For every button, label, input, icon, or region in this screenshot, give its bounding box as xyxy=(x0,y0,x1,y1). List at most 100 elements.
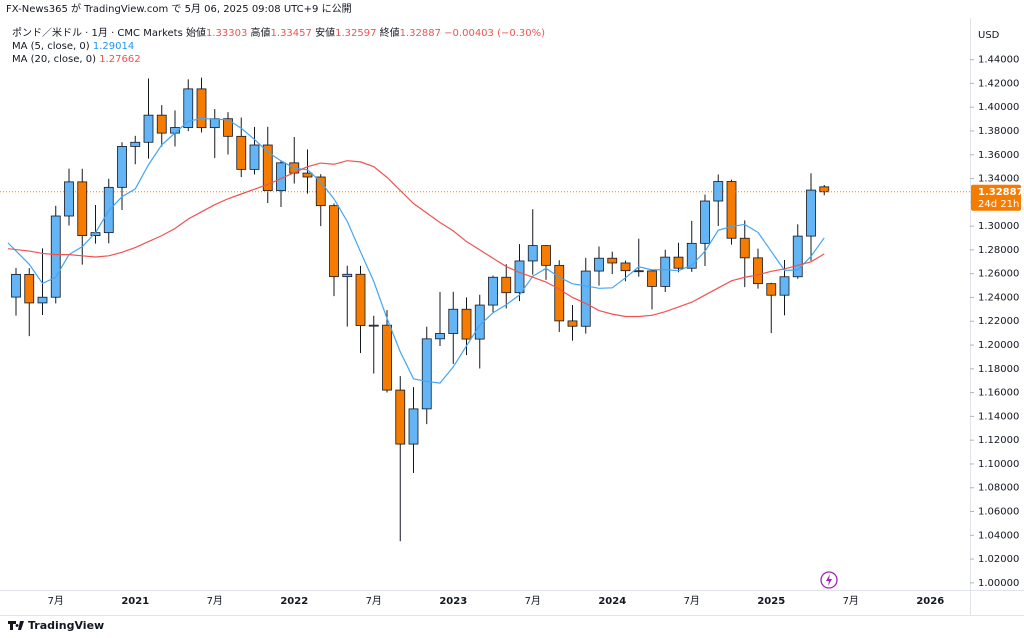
candle-body xyxy=(37,296,48,304)
legend-name: MA (20, close, 0) xyxy=(12,54,96,65)
candle-body xyxy=(50,215,61,298)
x-tick-label: 2026 xyxy=(916,596,944,607)
candle-body xyxy=(567,320,578,327)
candle-body xyxy=(686,242,697,269)
price-label: 1.32887 xyxy=(978,187,1024,198)
candle-body xyxy=(143,114,154,143)
candle-body xyxy=(355,273,366,326)
high-label: 高値 xyxy=(251,26,271,39)
candle-body xyxy=(806,189,816,237)
candle-body xyxy=(11,273,21,298)
x-tick-label: 7月 xyxy=(684,595,700,607)
y-tick-label: 1.18000 xyxy=(978,364,1019,375)
tv-logo xyxy=(8,621,24,630)
candle-body xyxy=(766,283,777,296)
candle-body xyxy=(302,172,313,178)
candle-body xyxy=(395,389,406,445)
candle-body xyxy=(24,273,35,304)
candle-body xyxy=(488,276,498,306)
candle-body xyxy=(435,333,445,340)
candle-body xyxy=(779,276,790,296)
candle-body xyxy=(223,118,233,137)
y-tick-label: 1.44000 xyxy=(978,55,1019,66)
candle-body xyxy=(130,141,141,147)
open-label: 始値 xyxy=(186,26,206,39)
candle-body xyxy=(117,146,127,188)
candle-body xyxy=(183,88,194,128)
ma-line xyxy=(7,117,825,384)
x-tick-label: 7月 xyxy=(48,595,64,607)
low-label: 安値 xyxy=(315,26,335,39)
published-note: FX-News365 が TradingView.com で 5月 06, 20… xyxy=(6,2,352,15)
x-tick-label: 2021 xyxy=(121,596,149,607)
candle-body xyxy=(792,235,803,278)
candle-body xyxy=(647,270,657,287)
candle-body xyxy=(514,260,525,294)
y-tick-label: 1.36000 xyxy=(978,150,1019,161)
candle-body xyxy=(819,186,830,193)
y-tick-label: 1.08000 xyxy=(978,483,1019,494)
candle-body xyxy=(329,205,339,278)
symbol: ポンド／米ドル · 1月 · CMC Markets xyxy=(12,26,183,39)
candle-body xyxy=(607,257,618,264)
candle-body xyxy=(448,308,459,334)
change: −0.00403 (−0.30%) xyxy=(444,28,545,39)
candle-body xyxy=(739,237,750,259)
footer-brand: TradingView xyxy=(28,619,104,632)
x-tick-label: 7月 xyxy=(525,595,541,607)
price-badge xyxy=(971,184,1021,211)
candle-body xyxy=(156,114,167,134)
open-value: 1.33303 xyxy=(206,28,247,39)
candle-body xyxy=(236,135,247,170)
x-tick-label: 2024 xyxy=(598,596,626,607)
symbol-legend: ポンド／米ドル · 1月 · CMC Markets 始値1.33303 高値1… xyxy=(12,26,545,39)
x-tick-label: 7月 xyxy=(843,595,859,607)
y-tick-label: 1.40000 xyxy=(978,102,1019,113)
close-value: 1.32887 xyxy=(400,28,441,39)
y-tick-label: 1.20000 xyxy=(978,340,1019,351)
x-tick-label: 2022 xyxy=(280,596,308,607)
candle-body xyxy=(342,273,353,278)
candle-body xyxy=(262,144,273,192)
candle-body xyxy=(421,338,432,410)
y-tick-label: 1.24000 xyxy=(978,292,1019,303)
candles xyxy=(11,77,830,542)
candle-body xyxy=(554,264,565,322)
candle-body xyxy=(527,245,538,262)
legend-value: 1.29014 xyxy=(93,41,134,52)
candle-body xyxy=(64,181,74,217)
x-tick-label: 7月 xyxy=(366,595,382,607)
y-tick-label: 1.12000 xyxy=(978,435,1019,446)
y-tick-label: 1.22000 xyxy=(978,316,1019,327)
high-value: 1.33457 xyxy=(271,28,312,39)
lightning-icon xyxy=(820,571,838,589)
low-value: 1.32597 xyxy=(335,28,376,39)
candle-body xyxy=(474,304,485,340)
candle-body xyxy=(660,256,671,287)
y-tick-label: 1.16000 xyxy=(978,388,1019,399)
candle-body xyxy=(753,257,763,285)
ma-line xyxy=(7,160,825,318)
y-tick-label: 1.00000 xyxy=(978,578,1019,589)
y-tick-label: 1.42000 xyxy=(978,78,1019,89)
y-tick-label: 1.04000 xyxy=(978,530,1019,541)
candle-body xyxy=(249,144,260,170)
x-tick-label: 7月 xyxy=(207,595,223,607)
candle-body xyxy=(580,270,591,327)
close-label: 終値 xyxy=(380,26,400,39)
candle-body xyxy=(726,181,737,239)
ma20-legend: MA (20, close, 0) 1.27662 xyxy=(12,54,141,65)
y-tick-label: 1.28000 xyxy=(978,245,1019,256)
y-tick-label: 1.34000 xyxy=(978,174,1019,185)
candle-body xyxy=(501,276,512,294)
y-tick-label: 1.30000 xyxy=(978,221,1019,232)
ma5-legend: MA (5, close, 0) 1.29014 xyxy=(12,41,134,52)
x-tick-label: 2023 xyxy=(439,596,467,607)
candle-body xyxy=(209,118,220,129)
y-tick-label: 1.10000 xyxy=(978,459,1019,470)
x-tick-label: 2025 xyxy=(757,596,785,607)
candle-body xyxy=(77,181,88,237)
legend-value: 1.27662 xyxy=(99,54,140,65)
